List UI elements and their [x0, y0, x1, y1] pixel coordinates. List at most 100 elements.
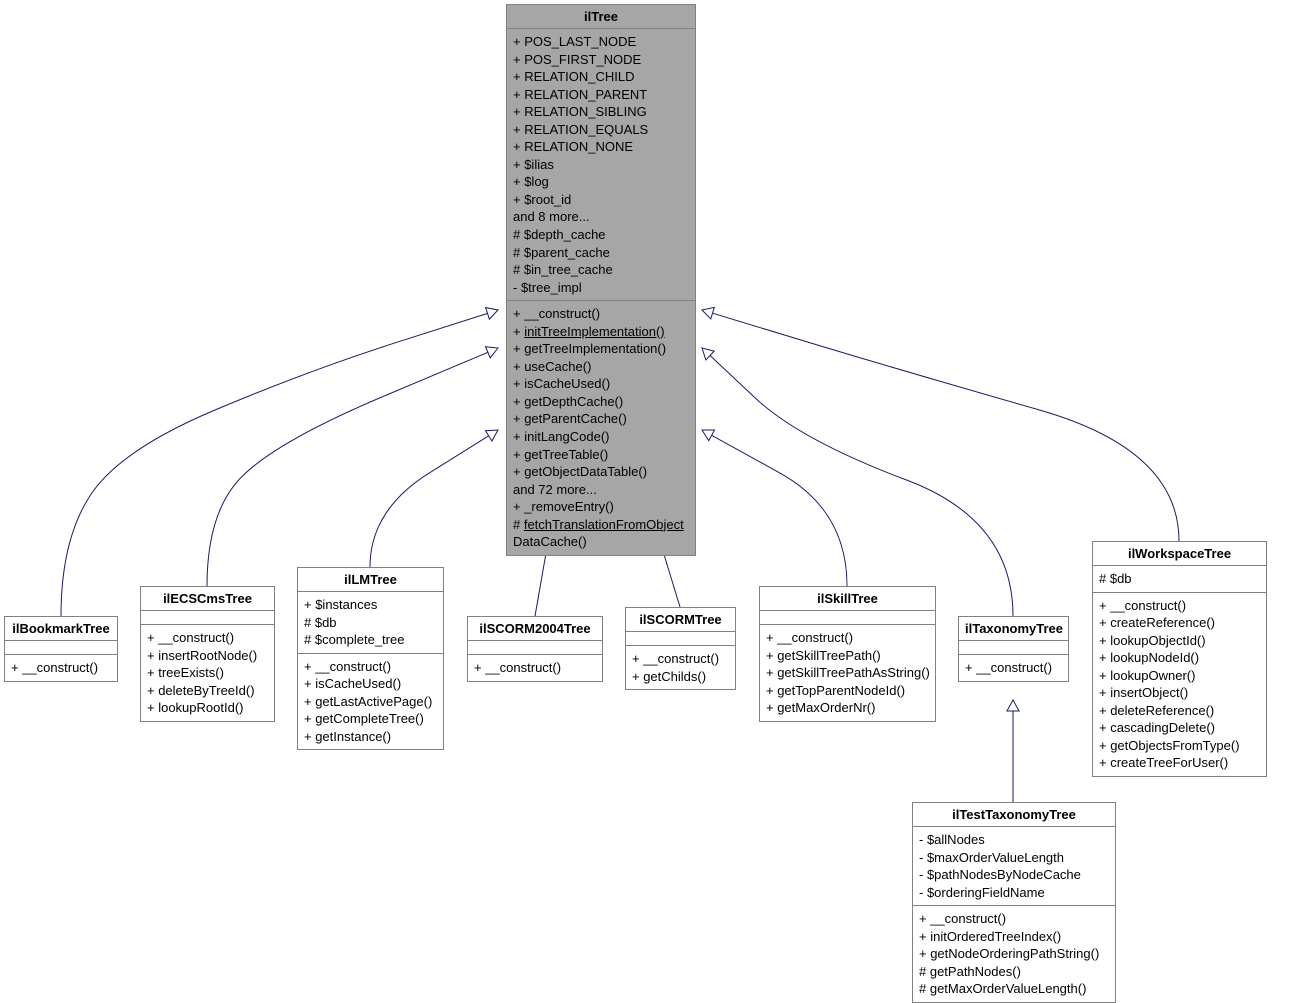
class-attributes: [760, 611, 935, 625]
operation: + deleteByTreeId(): [147, 682, 268, 700]
attribute: + RELATION_EQUALS: [513, 121, 689, 139]
class-ilBookmarkTree[interactable]: ilBookmarkTree + __construct(): [4, 616, 118, 682]
attribute: - $tree_impl: [513, 279, 689, 297]
class-ilTaxonomyTree[interactable]: ilTaxonomyTree + __construct(): [958, 616, 1069, 682]
operation: + getTreeTable(): [513, 446, 689, 464]
class-attributes: [5, 641, 117, 655]
class-attributes: + POS_LAST_NODE+ POS_FIRST_NODE+ RELATIO…: [507, 29, 695, 301]
attribute: + RELATION_PARENT: [513, 86, 689, 104]
attribute: + POS_LAST_NODE: [513, 33, 689, 51]
attribute: + RELATION_SIBLING: [513, 103, 689, 121]
attribute: + RELATION_NONE: [513, 138, 689, 156]
attribute: # $parent_cache: [513, 244, 689, 262]
attribute: - $maxOrderValueLength: [919, 849, 1109, 867]
operation: # getPathNodes(): [919, 963, 1109, 981]
class-ilTestTaxonomyTree[interactable]: ilTestTaxonomyTree- $allNodes- $maxOrder…: [912, 802, 1116, 1003]
class-operations: + __construct(): [5, 655, 117, 681]
attribute: # $complete_tree: [304, 631, 437, 649]
class-operations: + __construct(): [959, 655, 1068, 681]
operation: + __construct(): [474, 659, 596, 677]
operation: + getTreeImplementation(): [513, 340, 689, 358]
operation: + getDepthCache(): [513, 393, 689, 411]
operation: # fetchTranslationFromObject: [513, 516, 689, 534]
operation: + getNodeOrderingPathString(): [919, 945, 1109, 963]
attribute: + $ilias: [513, 156, 689, 174]
class-title: ilBookmarkTree: [5, 617, 117, 641]
operation: + __construct(): [147, 629, 268, 647]
inheritance-edge: [712, 435, 847, 586]
operation: + insertRootNode(): [147, 647, 268, 665]
attribute: + $log: [513, 173, 689, 191]
inheritance-edge: [207, 352, 488, 586]
operation: + getLastActivePage(): [304, 693, 437, 711]
inheritance-edge: [370, 436, 489, 567]
operation: and 72 more...: [513, 481, 689, 499]
operation: + lookupRootId(): [147, 699, 268, 717]
operation: + insertObject(): [1099, 684, 1260, 702]
attribute: + $root_id: [513, 191, 689, 209]
inheritance-edge: [713, 313, 1179, 541]
operation: + __construct(): [11, 659, 111, 677]
class-title: ilECSCmsTree: [141, 587, 274, 611]
class-operations: + __construct()+ insertRootNode()+ treeE…: [141, 625, 274, 721]
attribute: - $orderingFieldName: [919, 884, 1109, 902]
operation: + __construct(): [766, 629, 929, 647]
operation: + getChilds(): [632, 668, 729, 686]
attribute: + $instances: [304, 596, 437, 614]
class-attributes: # $db: [1093, 566, 1266, 593]
operation: + createReference(): [1099, 614, 1260, 632]
operation: + isCacheUsed(): [513, 375, 689, 393]
operation: + deleteReference(): [1099, 702, 1260, 720]
class-ilLMTree[interactable]: ilLMTree+ $instances# $db# $complete_tre…: [297, 567, 444, 750]
class-operations: + __construct()+ createReference()+ look…: [1093, 593, 1266, 776]
inheritance-edge: [710, 356, 1013, 616]
operation: + getMaxOrderNr(): [766, 699, 929, 717]
attribute: + RELATION_CHILD: [513, 68, 689, 86]
operation: + getSkillTreePath(): [766, 647, 929, 665]
class-attributes: [141, 611, 274, 625]
attribute: and 8 more...: [513, 208, 689, 226]
operation: + treeExists(): [147, 664, 268, 682]
class-ilSkillTree[interactable]: ilSkillTree+ __construct()+ getSkillTree…: [759, 586, 936, 722]
operation: + getSkillTreePathAsString(): [766, 664, 929, 682]
operation: + lookupObjectId(): [1099, 632, 1260, 650]
operation: + getTopParentNodeId(): [766, 682, 929, 700]
operation: # getMaxOrderValueLength(): [919, 980, 1109, 998]
operation: + getCompleteTree(): [304, 710, 437, 728]
operation: + getInstance(): [304, 728, 437, 746]
operation: + useCache(): [513, 358, 689, 376]
class-attributes: [959, 641, 1068, 655]
class-ilTree[interactable]: ilTree+ POS_LAST_NODE+ POS_FIRST_NODE+ R…: [506, 4, 696, 556]
class-operations: + __construct()+ getChilds(): [626, 646, 735, 689]
class-attributes: [626, 632, 735, 646]
operation: + __construct(): [919, 910, 1109, 928]
operation: + getObjectDataTable(): [513, 463, 689, 481]
class-title: ilTaxonomyTree: [959, 617, 1068, 641]
class-operations: + __construct()+ getSkillTreePath()+ get…: [760, 625, 935, 721]
operation: + cascadingDelete(): [1099, 719, 1260, 737]
class-ilWorkspaceTree[interactable]: ilWorkspaceTree # $db + __construct()+ cre…: [1092, 541, 1267, 777]
operation: + _removeEntry(): [513, 498, 689, 516]
attribute: # $in_tree_cache: [513, 261, 689, 279]
class-attributes: + $instances# $db# $complete_tree: [298, 592, 443, 654]
attribute: # $db: [1099, 570, 1260, 588]
class-title: ilTree: [507, 5, 695, 29]
attribute: - $allNodes: [919, 831, 1109, 849]
class-ilECSCmsTree[interactable]: ilECSCmsTree + __construct()+ insertRootN…: [140, 586, 275, 722]
class-operations: + __construct(): [468, 655, 602, 681]
class-ilSCORM2004Tree[interactable]: ilSCORM2004Tree + __construct(): [467, 616, 603, 682]
class-operations: + __construct()+ initTreeImplementation(…: [507, 301, 695, 555]
operation: + __construct(): [513, 305, 689, 323]
operation: + __construct(): [1099, 597, 1260, 615]
class-title: ilSCORM2004Tree: [468, 617, 602, 641]
class-attributes: - $allNodes- $maxOrderValueLength- $path…: [913, 827, 1115, 906]
attribute: # $depth_cache: [513, 226, 689, 244]
attribute: # $db: [304, 614, 437, 632]
class-title: ilSkillTree: [760, 587, 935, 611]
class-title: ilTestTaxonomyTree: [913, 803, 1115, 827]
operation: + initOrderedTreeIndex(): [919, 928, 1109, 946]
class-title: ilWorkspaceTree: [1093, 542, 1266, 566]
class-ilSCORMTree[interactable]: ilSCORMTree+ __construct()+ getChilds(): [625, 607, 736, 690]
operation: + __construct(): [632, 650, 729, 668]
class-operations: + __construct()+ isCacheUsed()+ getLastA…: [298, 654, 443, 750]
